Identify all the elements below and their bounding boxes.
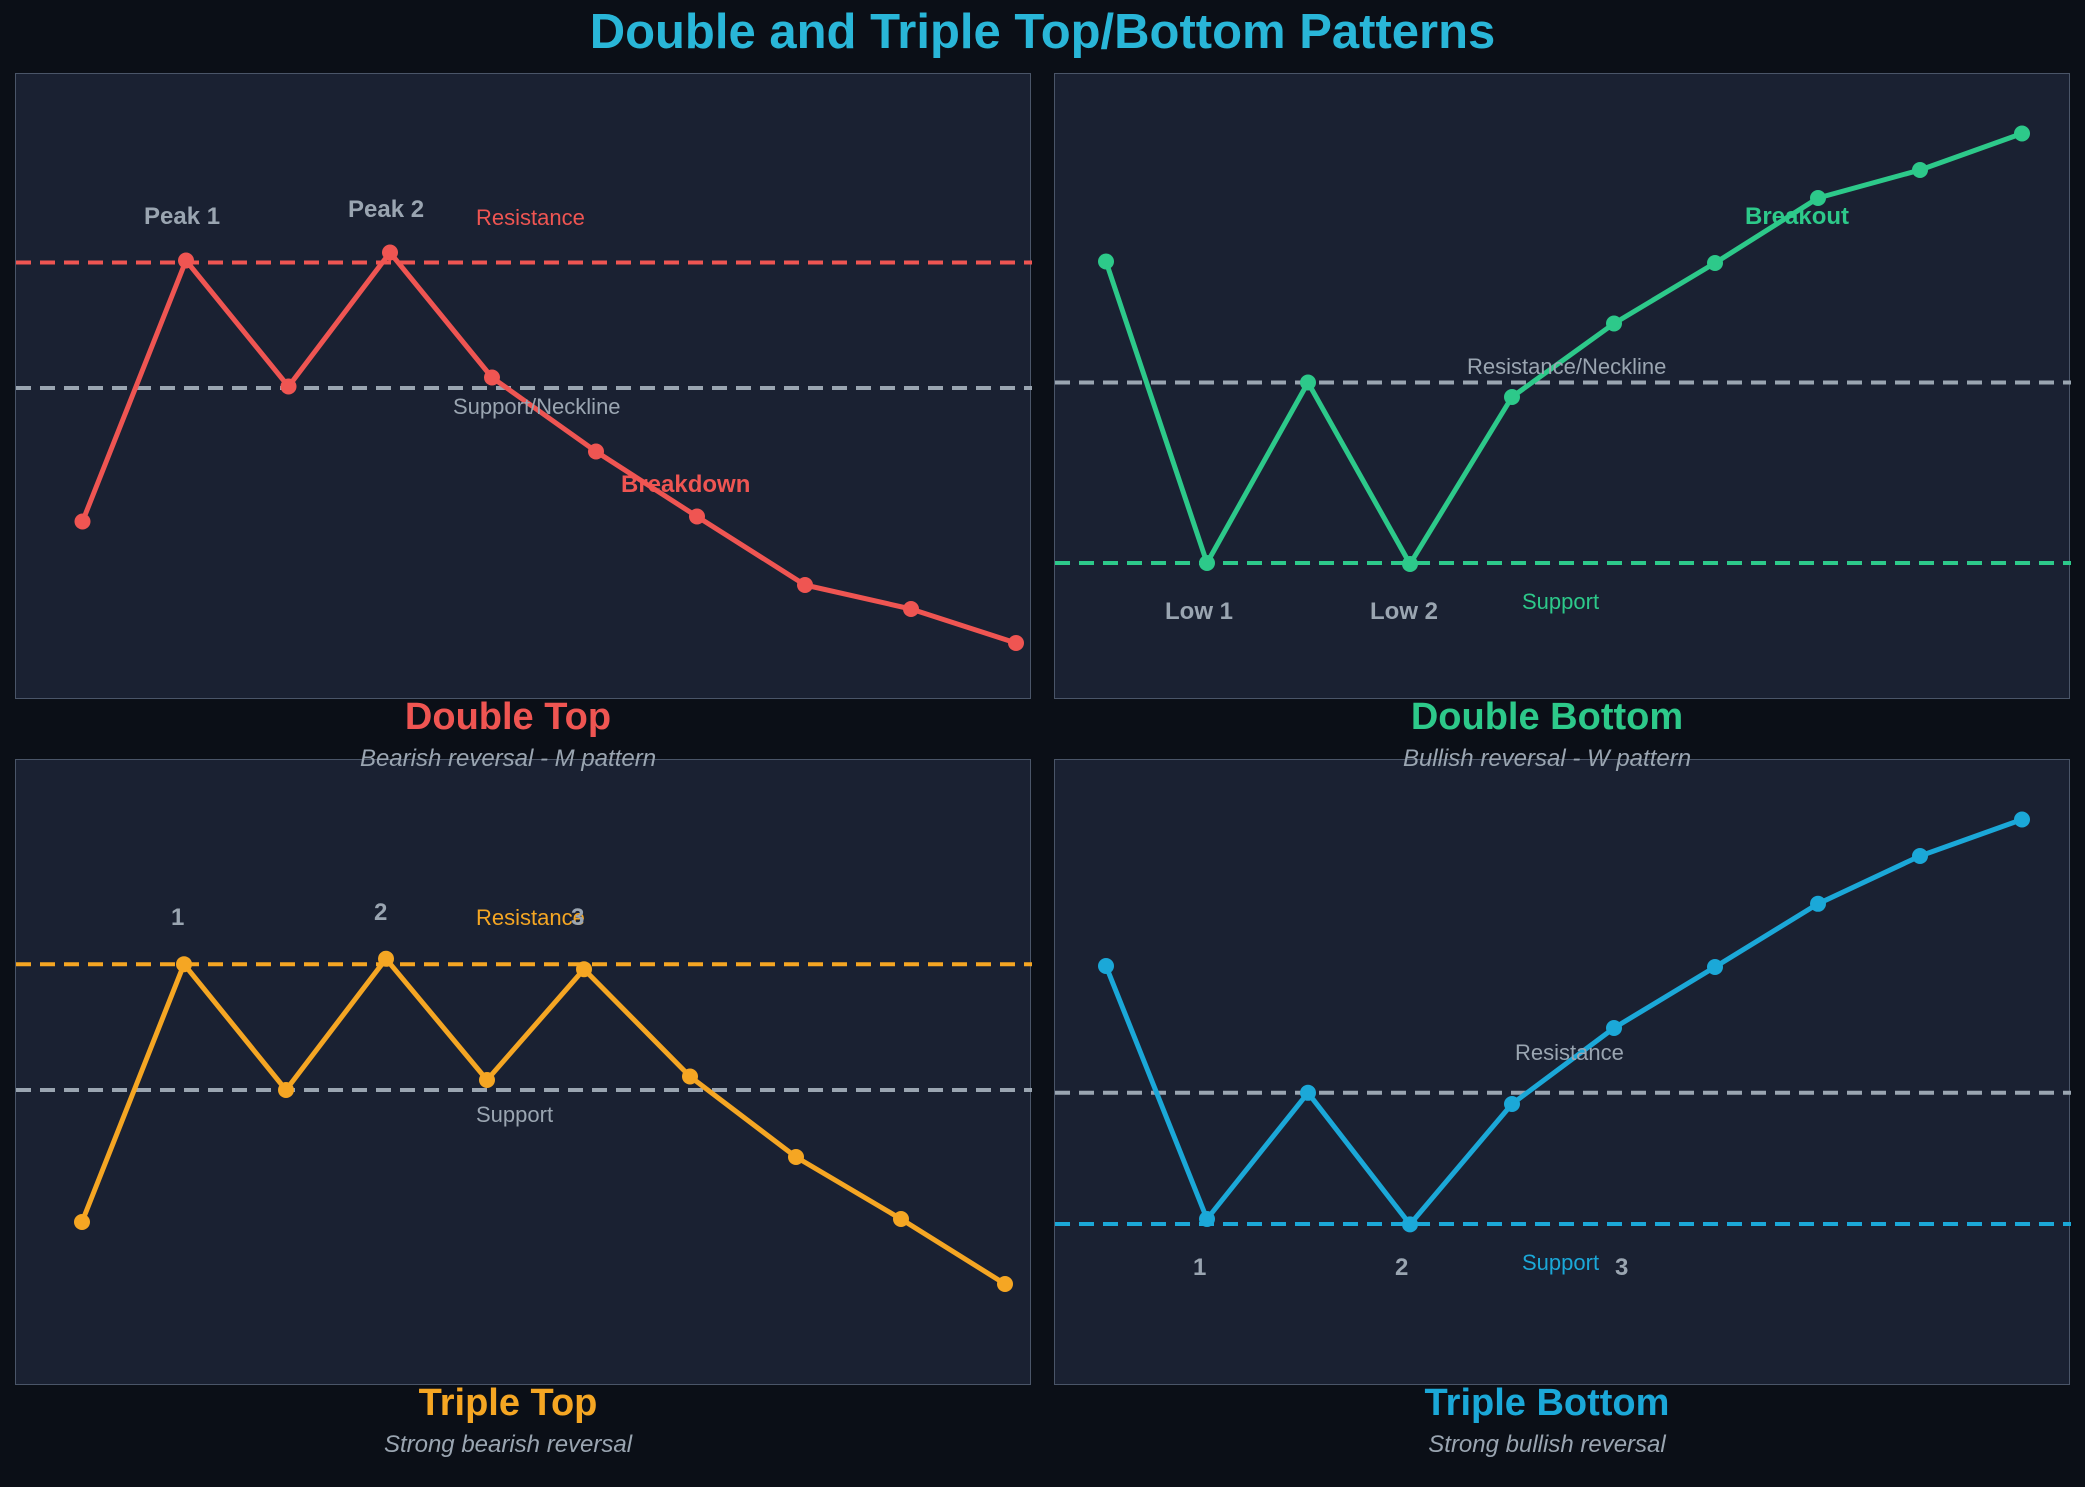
svg-text:3: 3 [571, 904, 584, 931]
svg-text:Resistance: Resistance [476, 905, 585, 930]
svg-text:Support/Neckline: Support/Neckline [453, 394, 621, 419]
svg-text:Low 1: Low 1 [1165, 598, 1233, 625]
svg-text:Low 2: Low 2 [1370, 598, 1438, 625]
svg-text:Breakout: Breakout [1745, 203, 1849, 230]
svg-text:Resistance/Neckline: Resistance/Neckline [1467, 354, 1666, 379]
svg-text:Peak 1: Peak 1 [144, 203, 220, 230]
svg-text:2: 2 [374, 899, 387, 926]
svg-text:Resistance: Resistance [1515, 1040, 1624, 1065]
svg-text:1: 1 [171, 904, 184, 931]
svg-text:Support: Support [476, 1102, 553, 1127]
svg-text:2: 2 [1395, 1254, 1408, 1281]
svg-text:Support: Support [1522, 1250, 1599, 1275]
svg-text:1: 1 [1193, 1254, 1206, 1281]
svg-text:Resistance: Resistance [476, 205, 585, 230]
svg-text:Breakdown: Breakdown [621, 471, 750, 498]
svg-text:Support: Support [1522, 589, 1599, 614]
svg-text:3: 3 [1615, 1254, 1628, 1281]
svg-text:Peak 2: Peak 2 [348, 196, 424, 223]
